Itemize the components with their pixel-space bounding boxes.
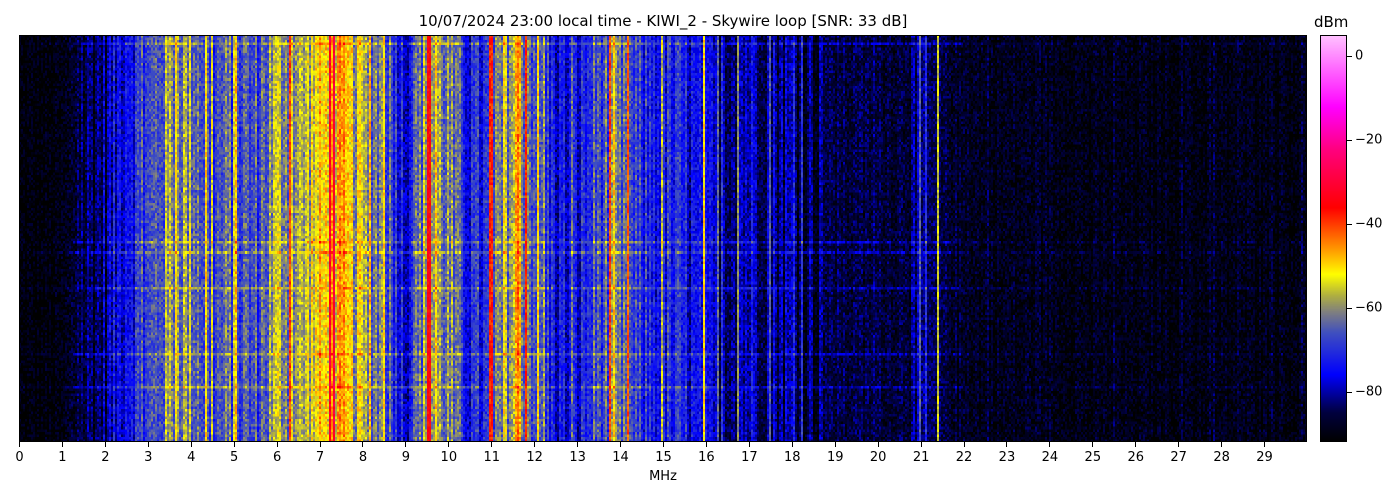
x-tick-label: 21 [912,450,930,465]
colorbar-tick-label: −20 [1355,132,1383,148]
x-tick [834,442,836,447]
x-tick [1135,442,1137,447]
colorbar-tick [1347,55,1352,57]
x-tick-label: 27 [1170,450,1187,465]
x-tick [190,442,192,447]
x-tick [405,442,407,447]
x-tick-label: 1 [58,450,67,465]
x-tick-label: 20 [869,450,887,465]
colorbar-tick-label: −60 [1355,300,1383,316]
x-tick-label: 4 [187,450,196,465]
x-tick [1049,442,1051,447]
x-tick [104,442,106,447]
x-tick-label: 18 [784,450,801,465]
colorbar-tick [1347,139,1352,141]
x-tick-label: 22 [955,450,973,465]
x-tick-label: 8 [358,450,368,465]
x-tick-label: 3 [144,450,153,465]
x-tick [877,442,879,447]
x-tick-label: 28 [1213,450,1230,465]
x-tick [1178,442,1180,447]
x-tick [577,442,579,447]
x-tick-label: 23 [998,450,1016,465]
x-tick-label: 9 [401,450,411,465]
plot-frame [19,35,1307,442]
x-tick [319,442,321,447]
colorbar-label: dBm [1314,13,1349,31]
x-tick-label: 15 [655,450,672,465]
x-tick [791,442,793,447]
x-tick-label: 12 [526,450,543,465]
x-tick-label: 29 [1256,450,1273,465]
colorbar-tick-label: 0 [1355,48,1364,64]
colorbar-tick [1347,223,1352,225]
x-tick [276,442,278,447]
x-tick [491,442,493,447]
x-tick [920,442,922,447]
x-tick [1092,442,1094,447]
x-tick [147,442,149,447]
x-tick-label: 0 [15,450,24,465]
x-tick-label: 10 [440,450,458,465]
x-tick [534,442,536,447]
x-tick [448,442,450,447]
chart-title: 10/07/2024 23:00 local time - KIWI_2 - S… [418,12,908,30]
x-tick-label: 17 [741,450,758,465]
x-tick [61,442,63,447]
x-tick-label: 19 [826,450,844,465]
x-tick [663,442,664,447]
x-tick-label: 2 [101,450,110,465]
x-tick [705,442,707,447]
colorbar-tick-label: −40 [1355,216,1383,232]
x-tick-label: 5 [230,450,239,465]
x-axis-label: MHz [649,469,677,484]
x-tick [1221,442,1223,447]
x-tick-label: 26 [1127,450,1145,465]
colorbar-tick [1347,391,1352,393]
x-tick [1264,442,1266,447]
x-tick [19,442,20,447]
x-tick [748,442,750,447]
x-tick-label: 14 [612,450,629,465]
x-tick-label: 16 [698,450,715,465]
x-tick-label: 25 [1084,450,1102,465]
x-tick-label: 24 [1041,450,1059,465]
colorbar-tick-label: −80 [1355,384,1383,400]
x-tick-label: 6 [272,450,282,465]
x-tick-label: 7 [315,450,325,465]
x-tick-label: 13 [569,450,586,465]
x-tick [362,442,364,447]
x-tick [233,442,235,447]
x-tick [1006,442,1008,447]
x-tick [620,442,622,447]
colorbar [1320,35,1347,442]
spectrogram-heatmap [19,35,1307,442]
x-tick-label: 11 [483,450,501,465]
x-tick [963,442,965,447]
colorbar-tick [1347,307,1352,309]
